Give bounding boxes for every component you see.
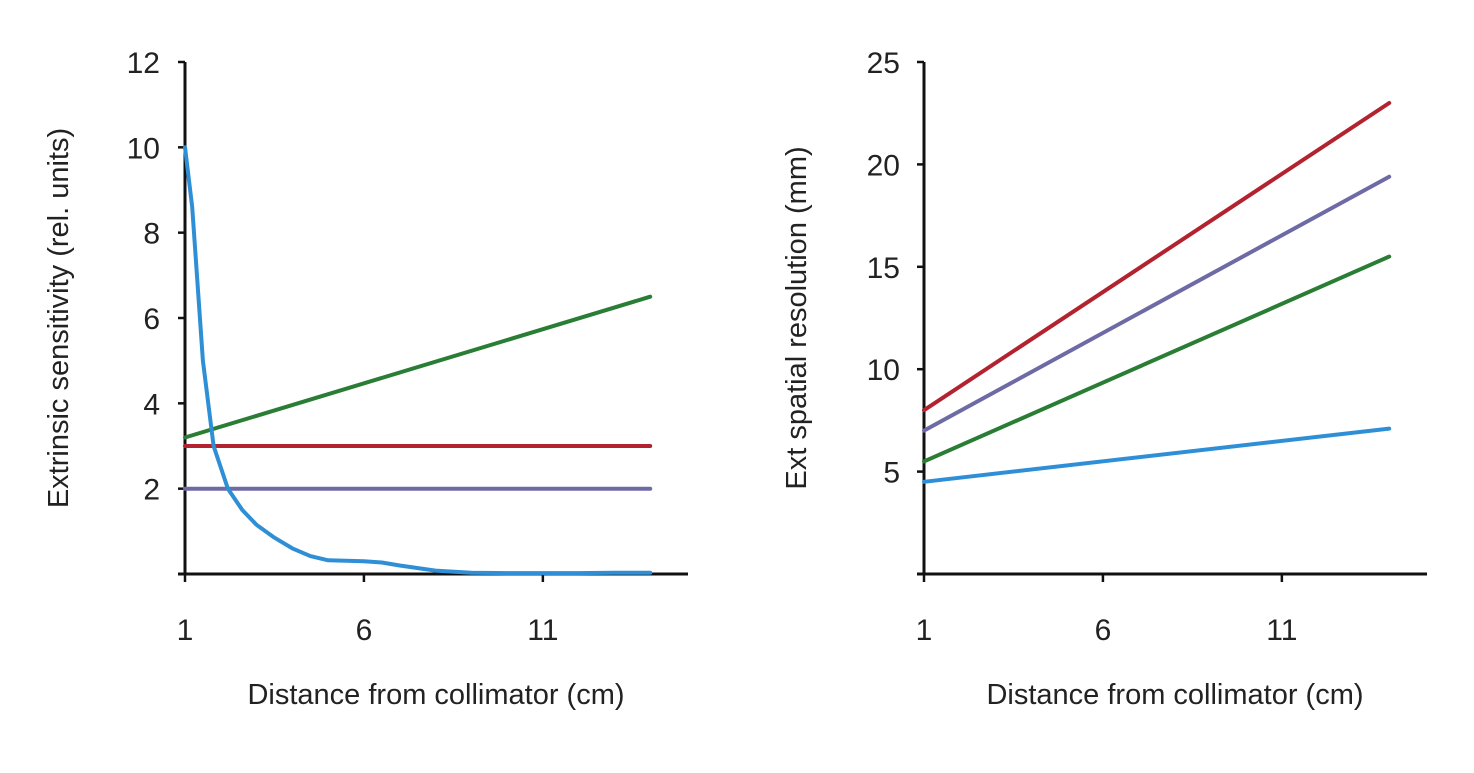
- x-axis-title: Distance from collimator (cm): [247, 679, 624, 711]
- series-line-3: [922, 254, 1392, 464]
- series-line-4: [183, 145, 653, 576]
- y-tick-label: 12: [127, 47, 160, 80]
- series-line-1: [922, 101, 1392, 413]
- y-tick-label: 10: [867, 354, 900, 387]
- page-bottom-margin: [0, 738, 1474, 773]
- y-axis-title: Ext spatial resolution (mm): [781, 146, 813, 489]
- y-tick-label: 10: [127, 132, 160, 165]
- x-tick-label: 11: [527, 614, 558, 647]
- y-tick-label: 4: [143, 388, 160, 421]
- x-tick-label: 1: [916, 614, 933, 647]
- y-tick-label: 8: [143, 218, 160, 251]
- y-axis-title: Extrinsic sensitivity (rel. units): [43, 128, 75, 508]
- y-tick-label: 20: [867, 149, 900, 182]
- y-tick-label: 25: [867, 47, 900, 80]
- series-line-2: [922, 174, 1392, 433]
- x-tick-label: 6: [1095, 614, 1112, 647]
- x-axis-title: Distance from collimator (cm): [986, 679, 1363, 711]
- y-tick-label: 6: [143, 303, 160, 336]
- x-tick-label: 11: [1266, 614, 1297, 647]
- y-tick-label: 2: [143, 474, 160, 507]
- x-tick-label: 1: [177, 614, 194, 647]
- series-line-1: [183, 294, 653, 440]
- y-tick-label: 15: [867, 252, 900, 285]
- sensitivity-chart: Extrinsic sensitivity (rel. units) Dista…: [43, 47, 688, 711]
- x-tick-label: 6: [356, 614, 373, 647]
- series-line-4: [922, 426, 1392, 484]
- y-tick-label: 5: [883, 457, 900, 490]
- resolution-chart: Ext spatial resolution (mm) Distance fro…: [781, 47, 1427, 711]
